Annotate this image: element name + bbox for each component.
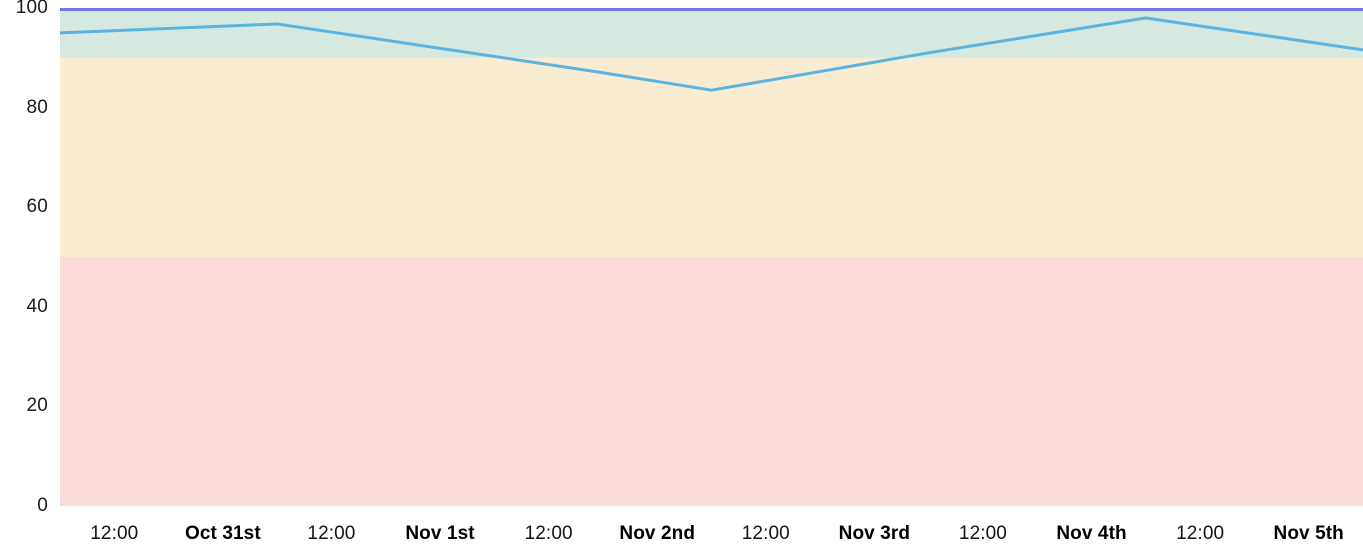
background-bands bbox=[60, 8, 1363, 506]
x-tick-label: 12:00 bbox=[741, 523, 790, 544]
y-tick-label: 0 bbox=[37, 495, 48, 516]
x-tick-label: Nov 5th bbox=[1273, 523, 1344, 544]
y-tick-label: 100 bbox=[15, 0, 48, 18]
x-tick-label: 12:00 bbox=[958, 523, 1007, 544]
y-tick-label: 80 bbox=[26, 96, 48, 118]
x-tick-label: Nov 1st bbox=[405, 523, 475, 544]
x-tick-label: 12:00 bbox=[524, 523, 573, 544]
y-tick-label: 20 bbox=[26, 395, 48, 417]
x-tick-label: Nov 3rd bbox=[838, 523, 911, 544]
healthy-band bbox=[60, 8, 1363, 58]
data-series bbox=[60, 16, 1363, 92]
y-axis: 0 20 40 60 80 100 bbox=[0, 0, 60, 546]
plot-area bbox=[60, 0, 1363, 514]
plot-svg bbox=[60, 8, 1363, 506]
x-tick-label: Oct 31st bbox=[184, 523, 261, 544]
x-tick-label: 12:00 bbox=[1176, 523, 1225, 544]
x-tick-label: 12:00 bbox=[90, 523, 139, 544]
x-tick-label: Nov 4th bbox=[1056, 523, 1127, 544]
warning-band bbox=[60, 57, 1363, 257]
x-axis: 12:00 Oct 31st 12:00 Nov 1st 12:00 Nov 2nd 12:… bbox=[60, 514, 1363, 546]
x-tick-label: 12:00 bbox=[307, 523, 356, 544]
series-line-uptime bbox=[60, 16, 1363, 92]
y-tick-label: 60 bbox=[26, 196, 48, 218]
critical-band bbox=[60, 257, 1363, 506]
x-tick-label: Nov 2nd bbox=[619, 523, 696, 544]
y-tick-label: 40 bbox=[26, 295, 48, 317]
